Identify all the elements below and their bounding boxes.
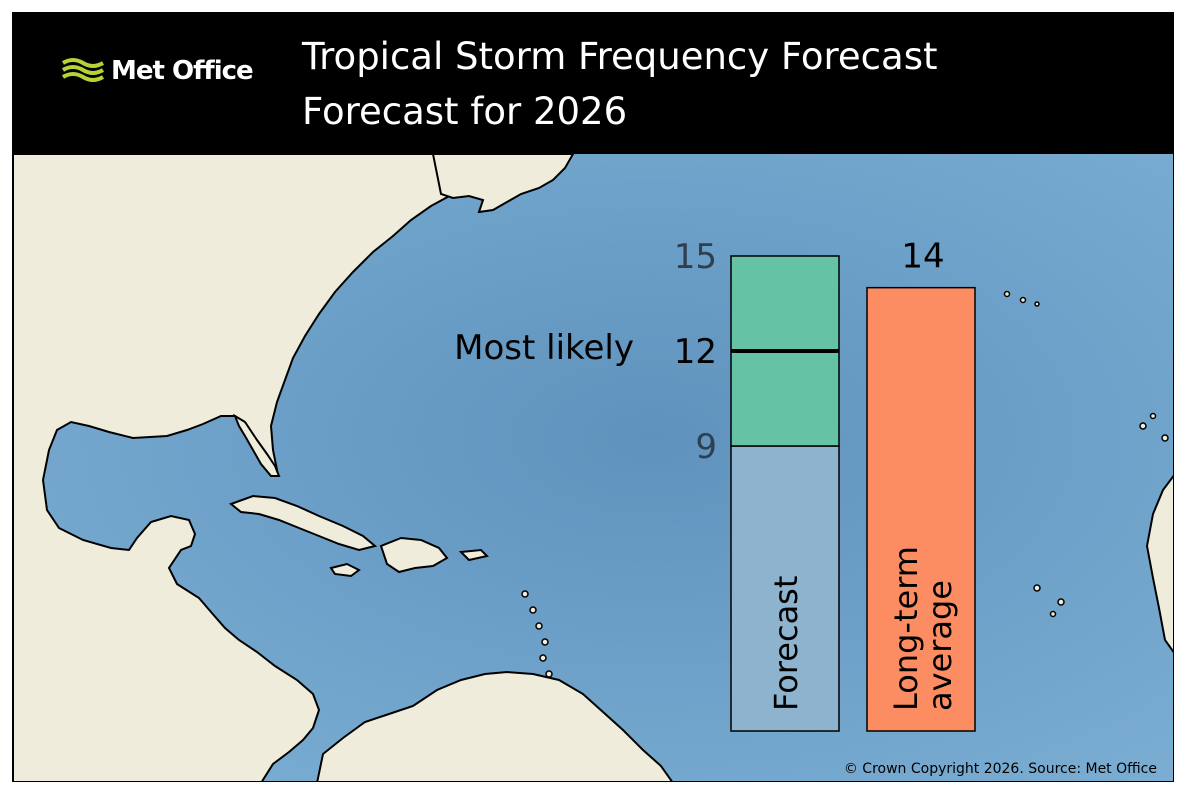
met-office-waves-icon xyxy=(61,58,105,82)
average-value-label: 14 xyxy=(901,237,944,277)
land-jamaica xyxy=(329,562,361,578)
atlantic-map xyxy=(13,154,1173,781)
header-banner: Met Office Tropical Storm Frequency Fore… xyxy=(13,13,1173,154)
land-puerto-rico xyxy=(458,548,489,562)
average-bar-label-line2: average xyxy=(921,580,959,711)
chart-title: Tropical Storm Frequency Forecast xyxy=(302,35,938,78)
small-islands xyxy=(521,290,1169,678)
forecast-bar-base xyxy=(730,445,840,732)
most-likely-value-label: 12 xyxy=(674,332,717,372)
average-bar-label-line1: Long-term xyxy=(887,546,925,711)
land-florida xyxy=(232,413,281,477)
long-term-average-bar xyxy=(866,286,976,732)
storm-frequency-chart: 15 9 12 Most likely 14 Forecast Long-ter… xyxy=(454,237,976,732)
land-canada-maritime xyxy=(431,154,575,214)
land-hispaniola xyxy=(379,536,449,574)
forecast-high-label: 15 xyxy=(674,237,717,277)
land-south-america xyxy=(316,670,673,781)
land-africa xyxy=(1145,475,1173,653)
chart-subtitle: Forecast for 2026 xyxy=(302,90,628,133)
most-likely-label: Most likely xyxy=(454,328,634,368)
figure-frame: Met Office Tropical Storm Frequency Fore… xyxy=(12,12,1174,782)
logo-text: Met Office xyxy=(111,56,254,86)
forecast-bar-label: Forecast xyxy=(767,576,805,711)
copyright-notice: © Crown Copyright 2026. Source: Met Offi… xyxy=(843,761,1157,777)
land-north-america xyxy=(13,154,505,781)
met-office-logo: Met Office xyxy=(61,53,254,89)
land-cuba xyxy=(228,494,378,552)
forecast-low-label: 9 xyxy=(695,427,717,467)
